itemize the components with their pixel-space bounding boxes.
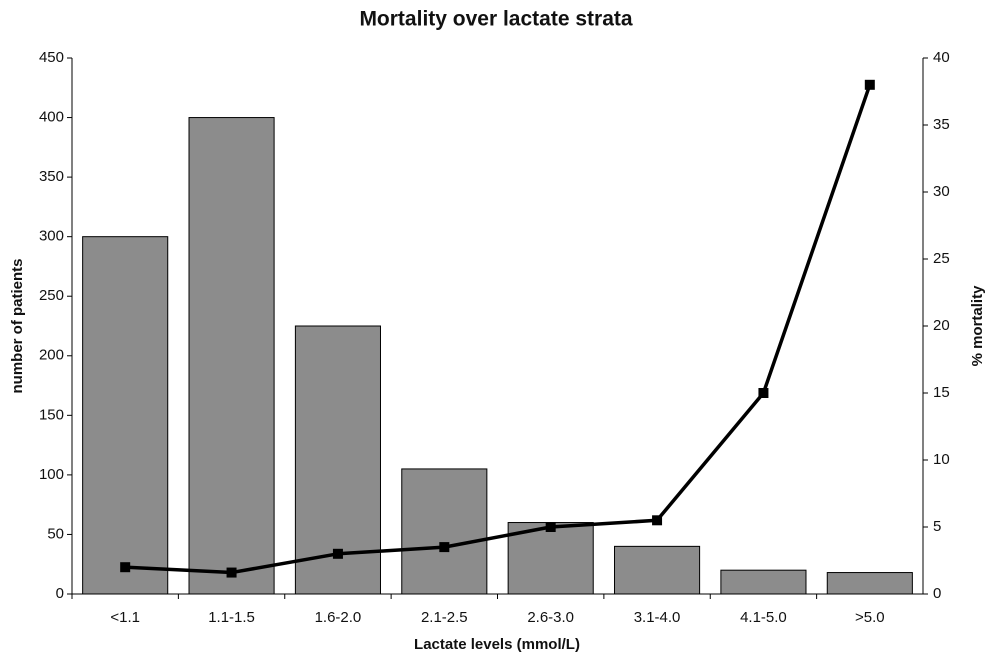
marker — [120, 562, 131, 573]
y2-tick-label: 5 — [933, 518, 941, 535]
y2-tick-label: 35 — [933, 116, 950, 133]
x-tick-label: 1.6-2.0 — [315, 609, 362, 626]
x-tick-label: 2.6-3.0 — [527, 609, 574, 626]
marker — [439, 542, 450, 553]
x-axis-title: Lactate levels (mmol/L) — [414, 636, 580, 653]
y2-tick-label: 25 — [933, 250, 950, 267]
y2-tick-label: 0 — [933, 585, 941, 602]
chart-title: Mortality over lactate strata — [359, 8, 632, 31]
marker — [226, 567, 237, 578]
bar — [82, 236, 169, 595]
y2-tick-label: 10 — [933, 451, 950, 468]
y-tick-label: 0 — [56, 585, 64, 602]
marker — [758, 388, 769, 398]
y-tick-label: 250 — [39, 287, 64, 304]
y2-tick-label: 20 — [933, 317, 950, 334]
y-tick-label: 100 — [39, 466, 64, 483]
y-tick-label: 450 — [39, 49, 64, 66]
marker — [545, 522, 556, 532]
x-tick-label: 2.1-2.5 — [421, 609, 468, 626]
bar — [188, 117, 275, 595]
bar — [401, 468, 488, 595]
y-axis-title: number of patients — [9, 258, 26, 393]
line — [125, 84, 872, 575]
bar — [826, 572, 913, 595]
x-tick-label: 4.1-5.0 — [740, 609, 787, 626]
marker — [864, 79, 875, 90]
y2-tick-label: 40 — [933, 49, 950, 66]
bar — [614, 545, 701, 595]
x-tick-label: 3.1-4.0 — [634, 609, 681, 626]
y-tick-label: 150 — [39, 406, 64, 423]
y-tick-label: 50 — [47, 525, 64, 542]
x-tick-label: 1.1-1.5 — [208, 609, 255, 626]
y-tick-label: 200 — [39, 347, 64, 364]
x-tick-label: <1.1 — [110, 609, 140, 626]
y2-tick-label: 15 — [933, 384, 950, 401]
y-tick-label: 350 — [39, 168, 64, 185]
bar — [720, 569, 807, 595]
y2-axis-title: % mortality — [969, 285, 986, 367]
bar — [507, 522, 594, 595]
x-tick-label: >5.0 — [855, 609, 885, 626]
marker — [332, 548, 343, 559]
y2-tick-label: 30 — [933, 183, 950, 200]
y-tick-label: 400 — [39, 109, 64, 126]
marker — [652, 515, 663, 526]
y-tick-label: 300 — [39, 228, 64, 245]
